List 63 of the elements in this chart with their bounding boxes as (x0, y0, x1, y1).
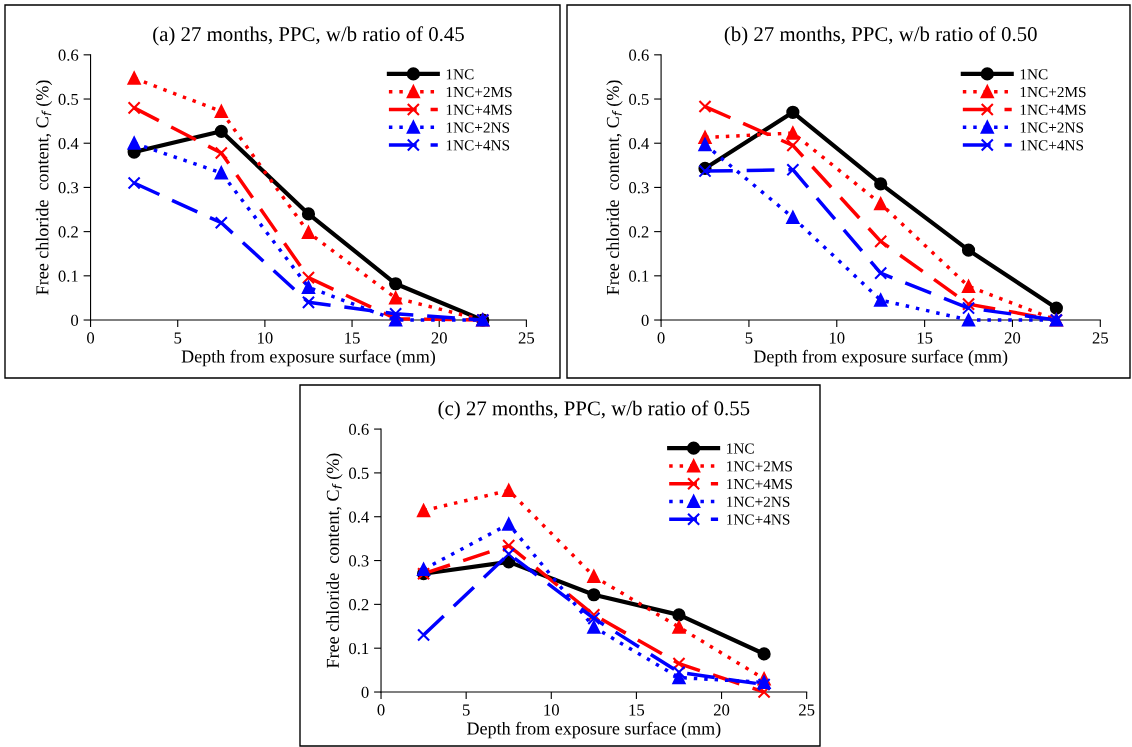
y-tick-label: 0 (361, 686, 369, 698)
legend-label: 1NC+2MS (1020, 86, 1086, 98)
x-tick-label: 10 (258, 332, 273, 344)
y-tick-label: 0.3 (58, 182, 79, 194)
x-tick-label: 5 (462, 704, 470, 716)
x-tick-label: 20 (713, 704, 730, 716)
legend-label: 1NC+2NS (446, 122, 510, 133)
legend-label: 1NC+4NS (1020, 140, 1084, 151)
y-tick-label: 0.3 (629, 182, 649, 194)
x-axis-title: Depth from exposure surface (mm) (467, 721, 721, 739)
x-tick-label: 0 (657, 332, 665, 344)
y-tick-label: 0.1 (629, 270, 649, 282)
y-axis-title: Free chloride content, C$_{f}$ (%) (606, 80, 623, 295)
x-tick-label: 15 (629, 704, 645, 716)
y-tick-label: 0.1 (58, 270, 78, 282)
y-tick-label: 0.2 (349, 599, 369, 611)
y-axis-title: Free chloride content, C$_{f}$ (%) (326, 453, 343, 668)
y-tick-label: 0.5 (629, 93, 649, 106)
y-tick-label: 0.5 (349, 467, 369, 479)
legend-label: 1NC+2NS (1020, 122, 1084, 133)
x-tick-label: 5 (174, 332, 182, 344)
x-tick-label: 20 (1004, 332, 1021, 344)
chart-title: (c) 27 months, PPC, w/b ratio of 0.55 (438, 400, 750, 420)
legend-label: 1NC+4MS (446, 104, 512, 115)
y-tick-label: 0.6 (629, 49, 649, 61)
legend-label: 1NC (1020, 69, 1048, 80)
x-tick-label: 15 (917, 332, 933, 344)
x-tick-label: 0 (87, 332, 95, 344)
y-tick-label: 0.4 (629, 137, 650, 150)
x-axis-title: Depth from exposure surface (mm) (181, 349, 436, 367)
legend-label: 1NC+2NS (727, 496, 790, 507)
legend-label: 1NC+4MS (1020, 104, 1086, 115)
y-tick-label: 0.2 (58, 226, 78, 238)
x-tick-label: 10 (544, 704, 559, 716)
x-tick-label: 25 (799, 704, 815, 716)
legend-label: 1NC (727, 443, 754, 454)
x-tick-label: 10 (829, 332, 845, 344)
y-tick-label: 0.2 (629, 226, 649, 238)
legend-label: 1NC+4NS (446, 140, 510, 151)
legend-label: 1NC+4MS (727, 478, 792, 490)
x-axis-title: Depth from exposure surface (mm) (753, 349, 1008, 367)
y-tick-label: 0 (71, 314, 79, 326)
y-tick-label: 0.5 (58, 93, 79, 106)
y-tick-label: 0.6 (58, 49, 79, 61)
legend-label: 1NC+4NS (727, 514, 790, 525)
x-tick-label: 5 (745, 332, 753, 344)
chart-title: (a) 27 months, PPC, w/b ratio of 0.45 (153, 26, 464, 46)
y-tick-label: 0.4 (349, 511, 369, 523)
chart-title: (b) 27 months, PPC, w/b ratio of 0.50 (724, 26, 1037, 46)
legend-label: 1NC+2MS (446, 86, 512, 98)
y-tick-label: 0.4 (58, 137, 79, 150)
y-tick-label: 0 (641, 314, 649, 326)
y-tick-label: 0.1 (349, 642, 369, 655)
x-tick-label: 0 (377, 704, 385, 716)
y-axis-title: Free chloride content, C$_{f}$ (%) (35, 80, 53, 295)
x-tick-label: 20 (431, 332, 447, 344)
legend-label: 1NC (446, 69, 474, 80)
x-tick-label: 25 (1092, 332, 1108, 344)
legend-label: 1NC+2MS (727, 461, 792, 472)
x-tick-label: 25 (518, 332, 535, 344)
y-tick-label: 0.6 (349, 423, 369, 436)
y-tick-label: 0.3 (349, 555, 369, 567)
x-tick-label: 15 (345, 332, 360, 344)
